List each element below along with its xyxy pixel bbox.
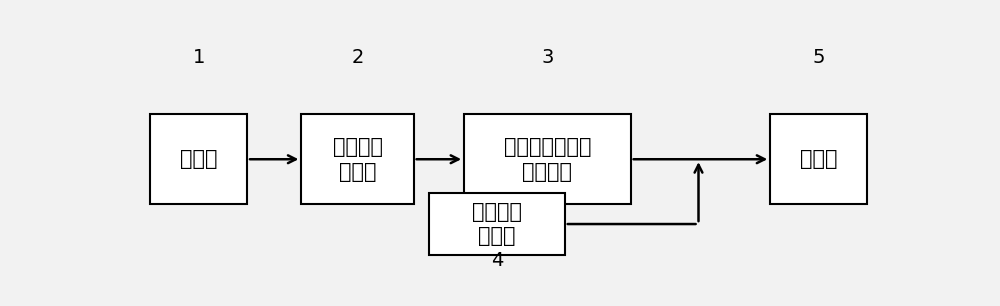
Text: 黑体腔吸收系数
定标系统: 黑体腔吸收系数 定标系统 (504, 137, 591, 182)
Text: 辐射源: 辐射源 (180, 149, 217, 169)
Text: 低温辐射
计平台: 低温辐射 计平台 (472, 202, 522, 246)
Text: 5: 5 (812, 48, 825, 67)
Bar (770, 114, 867, 204)
Text: 1: 1 (192, 48, 205, 67)
Text: 3: 3 (541, 48, 554, 67)
Bar (429, 193, 565, 255)
Text: 激光稳功
率系统: 激光稳功 率系统 (332, 137, 382, 182)
Text: 计算机: 计算机 (800, 149, 837, 169)
Text: 2: 2 (351, 48, 364, 67)
Bar (150, 114, 247, 204)
Text: 4: 4 (491, 251, 503, 270)
Bar (464, 114, 631, 204)
Bar (301, 114, 414, 204)
